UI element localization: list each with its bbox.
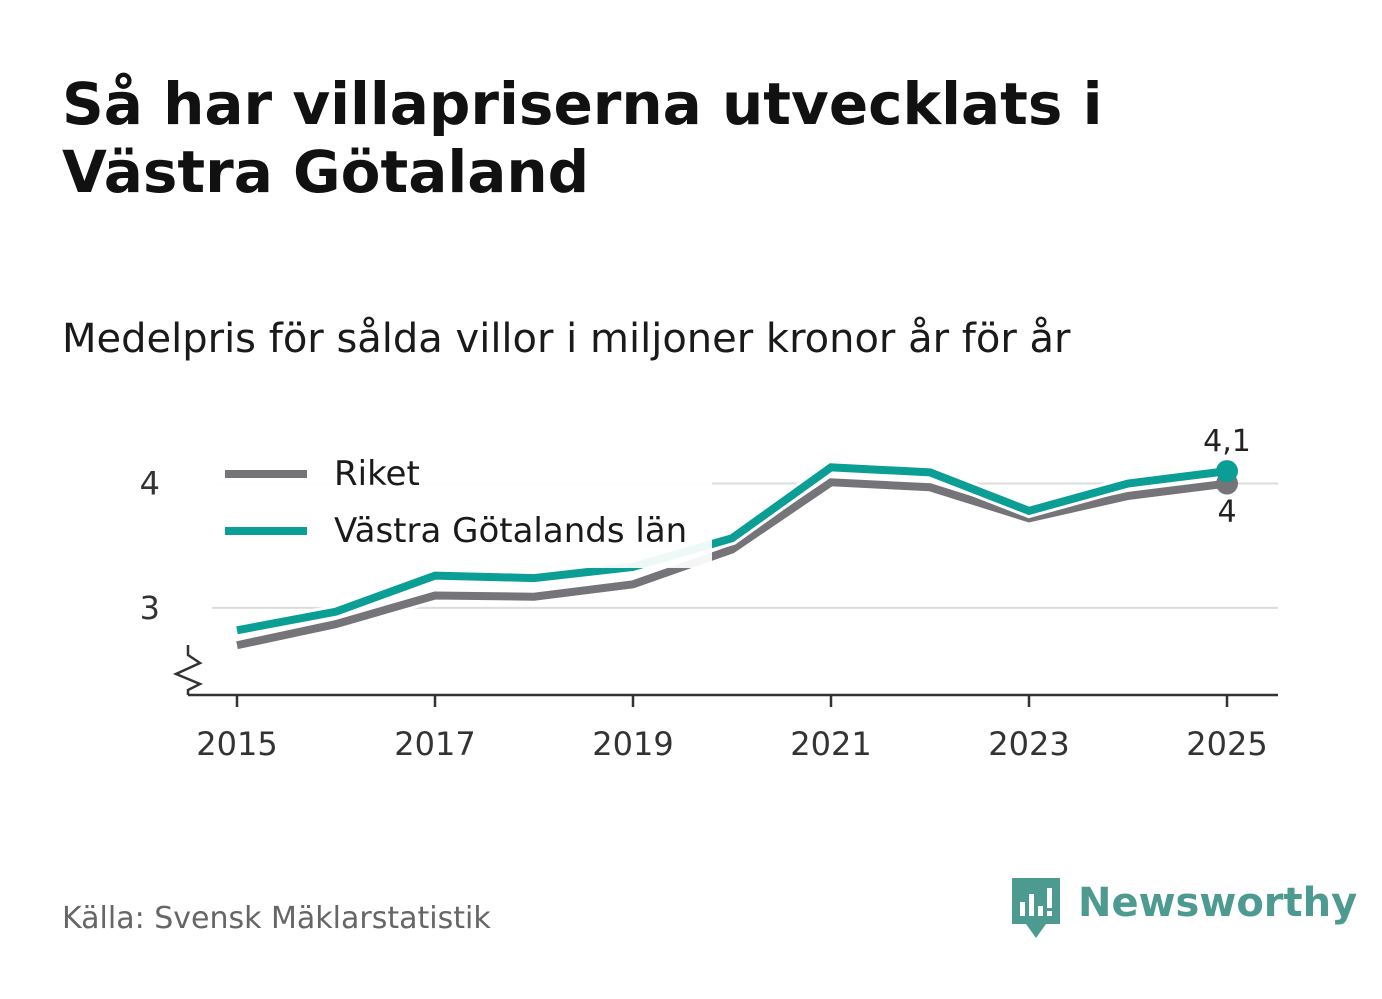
legend-label: Västra Götalands län — [334, 511, 687, 551]
x-tick-label: 2025 — [1186, 725, 1267, 763]
chart-subtitle: Medelpris för sålda villor i miljoner kr… — [62, 316, 1071, 362]
legend-background — [212, 450, 712, 568]
x-tick-label: 2015 — [196, 725, 277, 763]
brand-name: Newsworthy — [1078, 880, 1358, 926]
source-note: Källa: Svensk Mäklarstatistik — [62, 901, 491, 936]
series-end-point-1 — [1216, 460, 1238, 483]
y-tick-label: 4 — [140, 465, 160, 503]
newsworthy-logo-icon — [1012, 878, 1060, 938]
chart-title: Så har villapriserna utvecklats i Västra… — [62, 70, 1103, 206]
series-line-0 — [236, 478, 1228, 650]
brand: Newsworthy — [1012, 878, 1357, 940]
y-axis-break-icon — [172, 645, 204, 695]
series-end-label: 4,1 — [1203, 424, 1251, 459]
x-tick-label: 2019 — [592, 725, 673, 763]
y-tick-label: 3 — [140, 589, 160, 627]
series-end-label: 4 — [1217, 495, 1236, 530]
x-tick-label: 2017 — [394, 725, 475, 763]
x-tick-label: 2023 — [988, 725, 1069, 763]
series-line-1 — [236, 463, 1228, 635]
x-tick-label: 2021 — [790, 725, 871, 763]
line-chart: 3 4 2015 2017 2019 2021 2023 2025 4 4,1 Riket Västr… — [140, 424, 1278, 763]
legend-label: Riket — [334, 454, 420, 494]
